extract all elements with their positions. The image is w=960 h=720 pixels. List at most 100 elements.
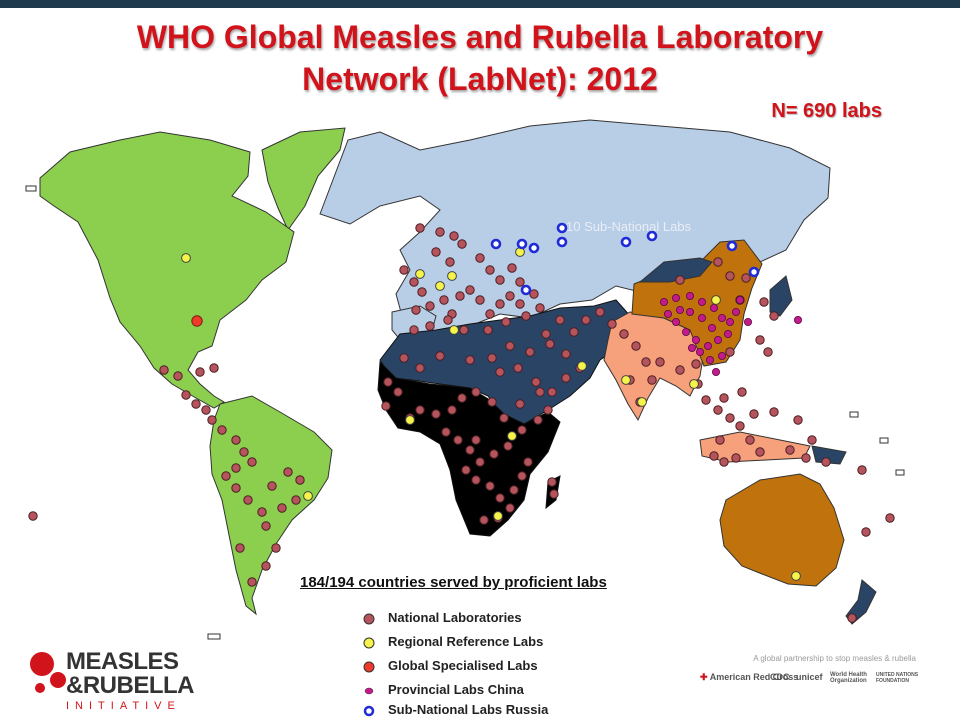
provincial-lab-marker — [698, 313, 707, 322]
national-lab-marker — [769, 407, 779, 417]
legend-item-subnational: Sub-National Labs Russia — [362, 702, 548, 718]
national-lab-marker — [529, 289, 539, 299]
map-annotation: 10 Sub-National Labs — [566, 219, 692, 234]
national-lab-marker — [201, 405, 211, 415]
national-lab-marker — [243, 495, 253, 505]
national-lab-marker — [735, 421, 745, 431]
national-lab-marker — [807, 435, 817, 445]
regional-lab-marker — [447, 271, 457, 281]
national-lab-marker — [207, 415, 217, 425]
national-lab-marker — [465, 445, 475, 455]
national-lab-marker — [159, 365, 169, 375]
global-lab-marker — [191, 315, 203, 327]
national-lab-marker — [195, 367, 205, 377]
logo-line-3: INITIATIVE — [66, 700, 181, 712]
subnational-lab-marker — [528, 242, 540, 254]
national-lab-marker — [399, 353, 409, 363]
island — [207, 633, 221, 640]
subnational-lab-marker — [748, 266, 760, 278]
new-zealand — [845, 579, 877, 625]
regional-lab-marker — [449, 325, 459, 335]
national-lab-marker — [271, 543, 281, 553]
national-lab-marker — [745, 435, 755, 445]
national-lab-marker — [415, 223, 425, 233]
national-lab-marker — [431, 409, 441, 419]
regional-lab-marker — [493, 511, 503, 521]
national-lab-marker — [295, 475, 305, 485]
partner-name: American Red Cross — [709, 672, 799, 682]
regional-lab-marker — [303, 491, 313, 501]
national-lab-marker — [449, 231, 459, 241]
national-lab-marker — [535, 303, 545, 313]
national-lab-marker — [607, 319, 617, 329]
subnational-lab-marker — [520, 284, 532, 296]
provincial-lab-marker — [672, 293, 681, 302]
national-lab-marker — [545, 339, 555, 349]
national-lab-marker — [769, 311, 779, 321]
logo-text: MEASLES &RUBELLA INITIATIVE — [66, 648, 195, 713]
subnational-lab-marker — [490, 238, 502, 250]
national-lab-marker — [447, 405, 457, 415]
national-lab-marker — [221, 471, 231, 481]
provincial-lab-marker — [718, 351, 727, 360]
national-lab-marker — [495, 299, 505, 309]
national-lab-marker — [261, 521, 271, 531]
national-lab-marker — [277, 503, 287, 513]
national-lab-marker — [709, 451, 719, 461]
national-lab-marker — [515, 299, 525, 309]
national-lab-marker — [471, 435, 481, 445]
provincial-lab-marker — [688, 343, 697, 352]
provincial-lab-marker — [686, 307, 695, 316]
partners-note: A global partnership to stop measles & r… — [753, 654, 916, 663]
national-lab-marker-icon — [363, 613, 375, 625]
provincial-lab-marker-icon — [364, 687, 374, 694]
national-lab-marker — [885, 513, 895, 523]
national-lab-marker — [655, 357, 665, 367]
national-lab-marker — [465, 285, 475, 295]
national-lab-marker — [515, 277, 525, 287]
national-lab-marker — [801, 453, 811, 463]
national-lab-marker — [631, 341, 641, 351]
regional-lab-marker — [791, 571, 801, 581]
national-lab-marker — [231, 435, 241, 445]
national-lab-marker — [267, 481, 277, 491]
national-lab-marker — [235, 543, 245, 553]
national-lab-marker — [549, 489, 559, 499]
national-lab-marker — [715, 435, 725, 445]
national-lab-marker — [821, 457, 831, 467]
subnational-lab-marker — [620, 236, 632, 248]
national-lab-marker — [431, 247, 441, 257]
national-lab-marker — [861, 527, 871, 537]
national-lab-marker — [547, 477, 557, 487]
regional-lab-marker — [621, 375, 631, 385]
national-lab-marker — [465, 355, 475, 365]
japan — [769, 275, 793, 317]
unicef-logo: unicef — [796, 672, 823, 682]
global-lab-marker-icon — [363, 661, 375, 673]
lab-markers — [28, 222, 895, 623]
island — [879, 437, 889, 444]
national-lab-marker — [257, 507, 267, 517]
logo-line-1: MEASLES — [66, 648, 179, 675]
national-lab-marker — [561, 349, 571, 359]
national-lab-marker — [439, 295, 449, 305]
provincial-lab-marker — [708, 323, 717, 332]
title-line-1: WHO Global Measles and Rubella Laborator… — [136, 19, 824, 55]
national-lab-marker — [485, 309, 495, 319]
national-lab-marker — [581, 315, 591, 325]
national-lab-marker — [507, 263, 517, 273]
national-lab-marker — [763, 347, 773, 357]
national-lab-marker — [547, 387, 557, 397]
north-america — [39, 131, 295, 409]
lab-count: N= 690 labs — [771, 100, 882, 122]
island — [895, 469, 905, 476]
national-lab-marker — [495, 275, 505, 285]
national-lab-marker — [759, 297, 769, 307]
regional-lab-marker — [637, 397, 647, 407]
provincial-lab-marker — [736, 295, 745, 304]
national-lab-marker — [641, 357, 651, 367]
provincial-lab-marker — [744, 317, 753, 326]
national-lab-marker — [487, 397, 497, 407]
national-lab-marker — [533, 415, 543, 425]
